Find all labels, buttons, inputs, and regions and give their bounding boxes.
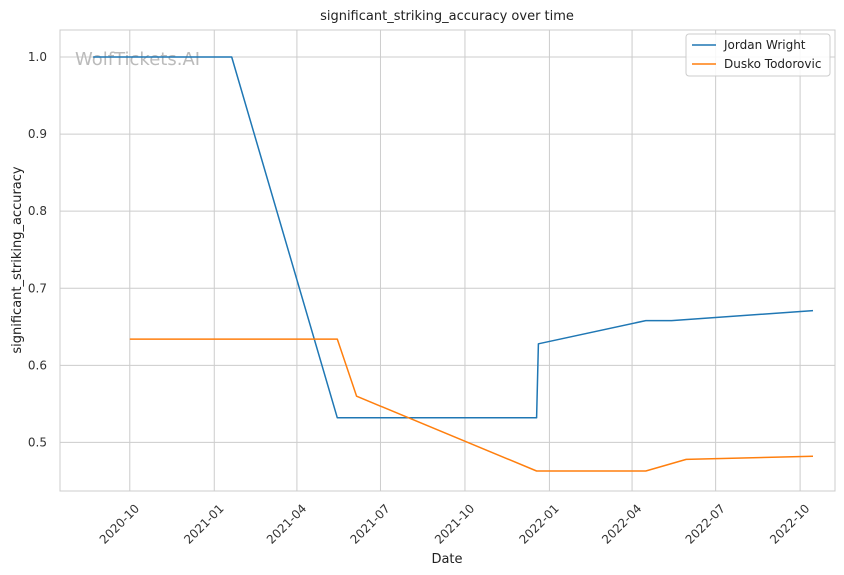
x-axis-label: Date <box>431 552 462 567</box>
y-ticks: 0.5 0.6 0.7 0.8 0.9 1.0 <box>28 50 47 449</box>
grid <box>60 30 835 491</box>
y-tick-label: 0.9 <box>28 127 47 141</box>
y-tick-label: 0.5 <box>28 435 47 449</box>
watermark: WolfTickets.AI <box>75 49 200 70</box>
series-line-jordan-wright <box>93 56 814 419</box>
y-tick-label: 0.6 <box>28 358 47 372</box>
legend-label-dusko-todorovic: Dusko Todorovic <box>724 57 821 71</box>
legend-box <box>685 33 831 77</box>
y-tick-label: 0.8 <box>28 204 47 218</box>
plot-frame <box>59 29 836 492</box>
series-layer <box>93 56 814 472</box>
series-line-dusko-todorovic <box>129 338 814 472</box>
legend-label-jordan-wright: Jordan Wright <box>723 38 806 52</box>
chart-title: significant_striking_accuracy over time <box>320 9 574 24</box>
legend: Jordan Wright Dusko Todorovic <box>685 33 831 77</box>
y-tick-label: 1.0 <box>28 50 47 64</box>
y-axis-label: significant_striking_accuracy <box>10 166 25 354</box>
y-tick-label: 0.7 <box>28 281 47 295</box>
